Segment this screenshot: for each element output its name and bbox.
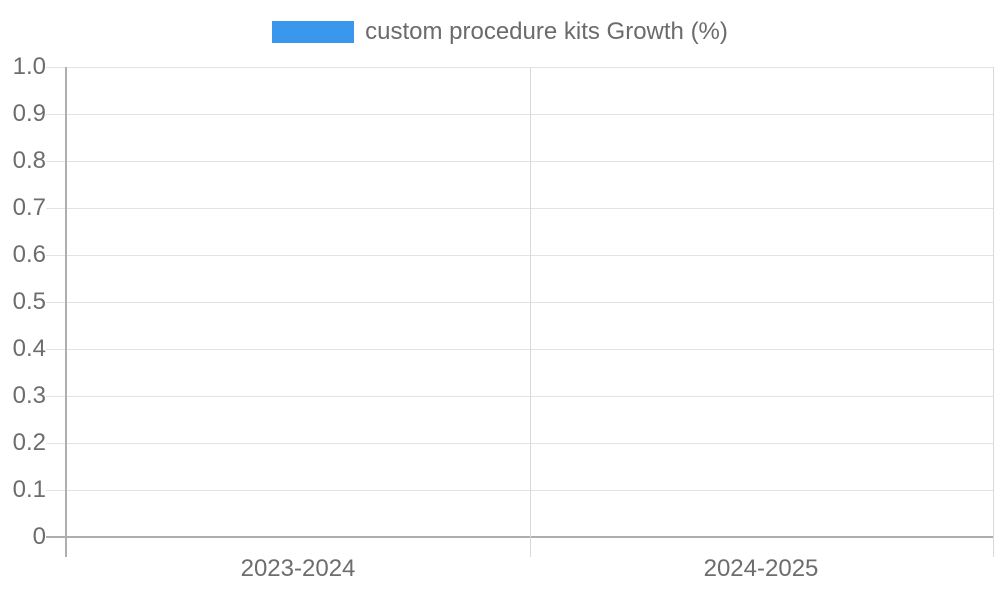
y-tick-label: 0.2 — [12, 429, 46, 456]
horizontal-gridline — [46, 443, 993, 444]
y-tick-label: 1.0 — [12, 53, 46, 80]
y-tick-label: 0 — [32, 523, 46, 550]
y-axis-line — [65, 67, 67, 557]
horizontal-gridline — [46, 161, 993, 162]
horizontal-gridline — [46, 114, 993, 115]
legend-label: custom procedure kits Growth (%) — [365, 18, 728, 45]
legend-swatch — [272, 21, 355, 43]
x-tick-label: 2023-2024 — [240, 555, 356, 582]
y-tick-label: 0.4 — [12, 335, 46, 362]
vertical-gridline — [530, 67, 531, 557]
horizontal-gridline — [46, 302, 993, 303]
chart-legend: custom procedure kits Growth (%) — [0, 18, 1000, 46]
y-tick-label: 0.8 — [12, 147, 46, 174]
y-tick-label: 0.1 — [12, 476, 46, 503]
x-tick-label: 2024-2025 — [703, 555, 819, 582]
horizontal-gridline — [46, 208, 993, 209]
y-tick-label: 0.3 — [12, 382, 46, 409]
horizontal-gridline — [46, 255, 993, 256]
y-tick-label: 0.6 — [12, 241, 46, 268]
y-tick-label: 0.7 — [12, 194, 46, 221]
horizontal-gridline — [46, 67, 993, 68]
horizontal-gridline — [46, 490, 993, 491]
horizontal-gridline — [46, 396, 993, 397]
y-tick-label: 0.5 — [12, 288, 46, 315]
y-tick-label: 0.9 — [12, 100, 46, 127]
horizontal-gridline — [46, 349, 993, 350]
vertical-gridline — [993, 67, 994, 557]
x-axis-line — [46, 536, 993, 538]
